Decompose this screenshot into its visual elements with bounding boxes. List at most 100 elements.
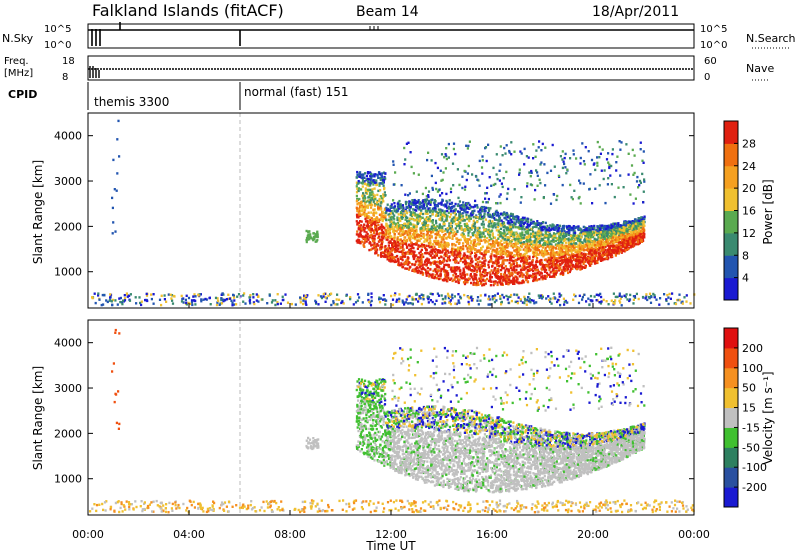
heatmap-cell — [445, 203, 448, 206]
heatmap-cell — [526, 265, 529, 269]
heatmap-cell — [428, 234, 431, 237]
heatmap-cell — [414, 254, 417, 257]
heatmap-cell — [454, 280, 457, 283]
heatmap-cell — [591, 244, 594, 247]
heatmap-cell — [419, 212, 422, 215]
heatmap-cell — [506, 246, 509, 249]
heatmap-cell — [615, 234, 618, 238]
heatmap-cell — [387, 213, 390, 216]
heatmap-cell — [476, 281, 480, 284]
heatmap-cell — [378, 184, 381, 187]
heatmap-cell — [436, 225, 439, 228]
heatmap-cell — [580, 254, 583, 257]
heatmap-cell — [570, 242, 573, 246]
heatmap-cell — [484, 269, 487, 272]
heatmap-cell — [588, 252, 591, 255]
heatmap-cell — [371, 191, 374, 194]
heatmap-cell — [396, 216, 399, 219]
heatmap-cell — [623, 245, 626, 248]
heatmap-cell — [528, 276, 531, 279]
heatmap-cell — [464, 211, 467, 214]
heatmap-cell — [449, 215, 452, 219]
heatmap-cell — [375, 181, 378, 185]
heatmap-cell — [372, 214, 375, 217]
heatmap-cell — [390, 225, 394, 229]
heatmap-cell — [545, 265, 548, 268]
heatmap-cell — [456, 239, 459, 242]
heatmap-cell — [632, 235, 635, 239]
heatmap-cell — [477, 283, 480, 286]
heatmap-cell — [400, 263, 404, 266]
heatmap-cell — [519, 241, 522, 245]
nsky-tick-top: 10^5 — [44, 24, 71, 35]
heatmap-cell — [614, 228, 617, 231]
heatmap-cell — [489, 273, 492, 276]
freq-panel-frame — [87, 55, 695, 81]
heatmap-cell — [546, 239, 550, 242]
heatmap-cell — [399, 206, 402, 209]
heatmap-cell — [640, 230, 643, 234]
heatmap-cell — [482, 232, 485, 235]
heatmap-cell — [524, 276, 527, 279]
heatmap-cell — [385, 218, 388, 221]
heatmap-cell — [363, 230, 366, 233]
heatmap-cell — [415, 205, 418, 208]
heatmap-cell — [468, 219, 471, 223]
heatmap-cell — [377, 254, 380, 257]
heatmap-cell — [614, 254, 617, 257]
heatmap-cell — [591, 256, 594, 259]
heatmap-cell — [364, 234, 368, 237]
heatmap-cell — [547, 266, 550, 269]
heatmap-cell — [383, 175, 386, 179]
heatmap-cell — [567, 252, 570, 255]
heatmap-cell — [567, 237, 570, 240]
heatmap-cell — [454, 266, 457, 269]
heatmap-cell — [602, 227, 606, 231]
heatmap-cell — [548, 233, 551, 236]
heatmap-cell — [448, 224, 451, 228]
heatmap-cell — [483, 235, 486, 238]
heatmap-cell — [489, 278, 492, 281]
heatmap-cell — [499, 242, 502, 245]
heatmap-cell — [501, 264, 504, 267]
heatmap-cell — [476, 239, 480, 242]
heatmap-cell — [504, 269, 507, 272]
heatmap-cell — [446, 277, 450, 280]
heatmap-cell — [556, 253, 559, 256]
heatmap-cell — [507, 222, 510, 225]
heatmap-cell — [442, 235, 445, 238]
heatmap-cell — [623, 223, 626, 226]
heatmap-cell — [544, 221, 547, 225]
heatmap-cell — [426, 251, 429, 255]
heatmap-cell — [531, 226, 534, 229]
heatmap-cell — [497, 256, 500, 259]
heatmap-cell — [401, 266, 405, 269]
heatmap-cell — [622, 229, 625, 232]
heatmap-cell — [457, 281, 460, 285]
heatmap-cell — [378, 218, 381, 221]
heatmap-cell — [425, 252, 428, 255]
heatmap-cell — [613, 222, 616, 226]
heatmap-cell — [383, 207, 387, 210]
heatmap-cell — [560, 240, 563, 244]
heatmap-cell — [523, 266, 526, 269]
heatmap-cell — [467, 277, 470, 280]
heatmap-cell — [441, 230, 444, 234]
heatmap-cell — [451, 237, 454, 240]
heatmap-cell — [369, 178, 372, 182]
heatmap-cell — [404, 243, 408, 246]
heatmap-cell — [412, 208, 415, 211]
heatmap-cell — [384, 245, 387, 248]
heatmap-cell — [432, 224, 435, 227]
heatmap-cell — [431, 252, 434, 255]
heatmap-cell — [547, 252, 550, 255]
heatmap-cell — [416, 258, 419, 261]
heatmap-cell — [487, 209, 491, 213]
heatmap-cell — [408, 248, 411, 252]
heatmap-cell — [453, 215, 457, 218]
heatmap-cell — [579, 261, 582, 265]
heatmap-cell — [424, 207, 427, 210]
heatmap-cell — [490, 253, 493, 256]
heatmap-cell — [575, 267, 579, 271]
heatmap-cell — [426, 212, 429, 216]
